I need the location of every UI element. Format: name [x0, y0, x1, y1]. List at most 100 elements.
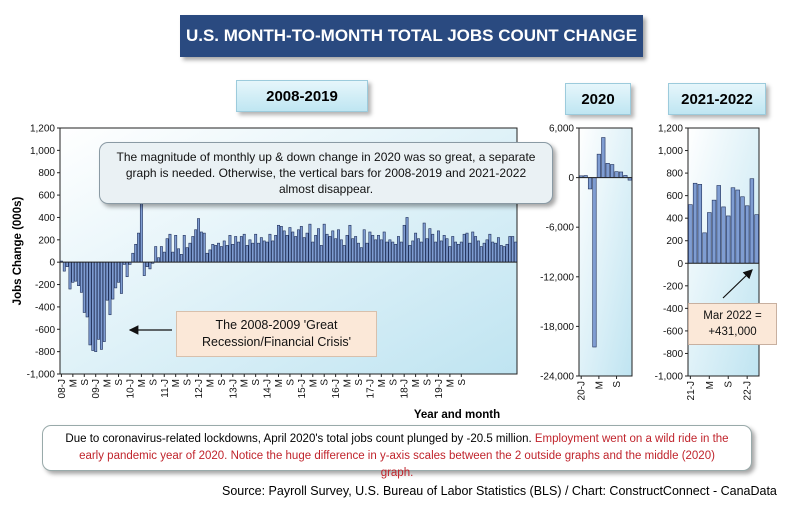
- x-tick-label: 11-J: [160, 379, 171, 398]
- x-tick-label: 15-J: [297, 379, 308, 398]
- bar: [79, 261, 83, 293]
- bar: [462, 233, 466, 263]
- y-tick-label: 1,000: [658, 146, 683, 157]
- x-tick-label: S: [354, 379, 365, 386]
- bar: [454, 241, 458, 263]
- bar: [191, 236, 195, 263]
- bar: [437, 230, 440, 263]
- bar: [274, 235, 278, 263]
- bar: [744, 205, 750, 264]
- bar: [425, 238, 429, 263]
- bar: [391, 241, 395, 263]
- bar: [97, 261, 101, 340]
- footnote-red-text: Employment went on a wild ride in the ea…: [79, 433, 729, 479]
- y-tick-label: -800: [35, 347, 55, 358]
- bar: [259, 237, 263, 263]
- bar: [317, 228, 320, 263]
- x-tick-label: S: [80, 379, 91, 386]
- footnote-text: Due to coronavirus-related lockdowns, Ap…: [65, 433, 535, 445]
- bar: [251, 242, 255, 263]
- y-tick-label: -400: [35, 302, 55, 313]
- x-tick-label: M: [594, 381, 605, 389]
- bar: [379, 239, 383, 263]
- x-tick-label: S: [148, 379, 159, 386]
- x-tick-label: S: [251, 379, 262, 386]
- bar: [148, 261, 152, 270]
- y-tick-label: 0: [568, 173, 574, 184]
- bar: [491, 241, 495, 263]
- x-tick-label: 17-J: [365, 379, 376, 398]
- bar: [496, 237, 500, 263]
- y-tick-label: -24,000: [540, 372, 574, 383]
- bar: [325, 233, 329, 263]
- bar: [208, 249, 212, 263]
- bar: [302, 237, 306, 263]
- bar: [394, 243, 398, 263]
- x-tick-label: S: [423, 379, 434, 386]
- bar: [465, 232, 469, 263]
- bar: [439, 240, 443, 263]
- x-tick-label: 20-J: [577, 381, 588, 400]
- x-tick-label: S: [114, 379, 125, 386]
- x-tick-label: 10-J: [125, 379, 136, 398]
- bar: [402, 224, 406, 263]
- bar: [197, 218, 200, 263]
- bar: [337, 229, 340, 263]
- bar: [94, 261, 98, 352]
- y-tick-label: 400: [38, 213, 55, 224]
- bar: [707, 212, 712, 264]
- bar: [248, 239, 252, 263]
- x-tick-label: S: [320, 379, 331, 386]
- x-tick-label: M: [171, 379, 182, 387]
- bar: [134, 243, 138, 263]
- bar: [697, 184, 703, 264]
- bar: [601, 137, 606, 178]
- x-tick-label: M: [377, 379, 388, 387]
- callout-2020-note: The magnitude of monthly up & down chang…: [99, 142, 553, 204]
- bar: [262, 240, 266, 263]
- bar: [399, 241, 403, 263]
- bar: [730, 187, 736, 264]
- x-tick-label: 19-J: [434, 379, 445, 398]
- bar: [459, 241, 463, 263]
- bar: [688, 204, 693, 264]
- bar: [211, 243, 215, 263]
- x-tick-label: M: [308, 379, 319, 387]
- x-tick-label: M: [137, 379, 148, 387]
- bar: [297, 229, 300, 263]
- x-tick-label: M: [705, 381, 716, 389]
- bar: [205, 252, 209, 263]
- y-tick-label: 800: [666, 169, 683, 180]
- bar: [614, 171, 619, 178]
- bar: [354, 236, 358, 263]
- bar: [334, 238, 338, 263]
- bar: [311, 241, 315, 263]
- x-tick-label: 12-J: [194, 379, 205, 398]
- y-tick-label: -600: [663, 326, 683, 337]
- bar: [179, 254, 183, 263]
- y-tick-label: 6,000: [549, 124, 574, 135]
- x-tick-label: S: [285, 379, 296, 386]
- bar: [62, 261, 66, 272]
- bar: [139, 201, 143, 263]
- bar: [592, 177, 597, 348]
- bar: [142, 261, 146, 276]
- bar: [468, 242, 472, 263]
- bar: [108, 261, 112, 316]
- bar: [428, 228, 432, 263]
- y-tick-label: 200: [666, 236, 683, 247]
- bar: [377, 235, 380, 263]
- callout-mar-2022-line1: Mar 2022 =: [703, 310, 762, 322]
- bar: [735, 189, 740, 264]
- bar: [165, 238, 169, 263]
- x-tick-label: M: [445, 379, 456, 387]
- y-axis-label: Jobs Change (000s): [12, 197, 24, 306]
- x-tick-label: M: [343, 379, 354, 387]
- bar: [365, 242, 369, 263]
- bar: [145, 261, 149, 267]
- bar: [411, 240, 415, 263]
- bar: [422, 222, 426, 263]
- bar: [105, 261, 109, 301]
- bar: [65, 261, 69, 267]
- y-tick-label: 800: [38, 168, 55, 179]
